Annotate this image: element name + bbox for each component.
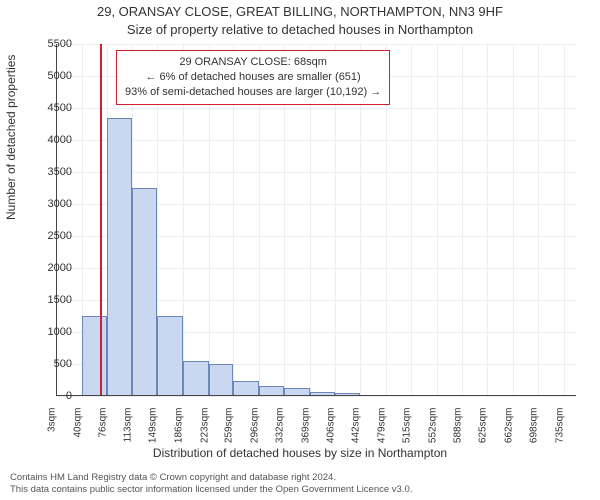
chart-title-line1: 29, ORANSAY CLOSE, GREAT BILLING, NORTHA…	[0, 4, 600, 19]
x-tick-label: 149sqm	[148, 408, 159, 448]
histogram-bar	[107, 118, 133, 396]
x-tick-label: 296sqm	[250, 408, 261, 448]
marker-line	[100, 44, 102, 396]
x-tick-label: 76sqm	[97, 408, 108, 448]
x-tick-label: 442sqm	[351, 408, 362, 448]
gridline-v	[411, 44, 412, 396]
gridline-h	[56, 108, 576, 109]
y-tick-label: 2500	[34, 230, 72, 242]
footer-line2: This data contains public sector informa…	[10, 484, 412, 496]
y-tick-label: 4000	[34, 134, 72, 146]
histogram-bar	[157, 316, 183, 396]
x-tick-label: 698sqm	[528, 408, 539, 448]
gridline-v	[462, 44, 463, 396]
histogram-bar	[82, 316, 107, 396]
histogram-bar	[183, 361, 209, 396]
x-tick-label: 186sqm	[173, 408, 184, 448]
gridline-v	[487, 44, 488, 396]
y-tick-label: 5000	[34, 70, 72, 82]
footer-attribution: Contains HM Land Registry data © Crown c…	[10, 472, 412, 496]
x-tick-label: 332sqm	[275, 408, 286, 448]
annotation-box: 29 ORANSAY CLOSE: 68sqm ← 6% of detached…	[116, 50, 390, 105]
y-tick-label: 1000	[34, 326, 72, 338]
x-tick-label: 406sqm	[326, 408, 337, 448]
x-tick-label: 3sqm	[47, 408, 58, 448]
x-tick-label: 223sqm	[199, 408, 210, 448]
x-axis-line	[56, 395, 576, 396]
annotation-line1: 29 ORANSAY CLOSE: 68sqm	[125, 55, 381, 70]
gridline-v	[437, 44, 438, 396]
y-tick-label: 1500	[34, 294, 72, 306]
chart-title-line2: Size of property relative to detached ho…	[0, 22, 600, 37]
annotation-line2: ← 6% of detached houses are smaller (651…	[125, 70, 381, 85]
gridline-v	[564, 44, 565, 396]
x-tick-label: 515sqm	[401, 408, 412, 448]
x-tick-label: 479sqm	[377, 408, 388, 448]
x-tick-label: 369sqm	[300, 408, 311, 448]
y-axis-label: Number of detached properties	[4, 55, 18, 220]
histogram-bar	[209, 364, 234, 396]
x-tick-label: 552sqm	[427, 408, 438, 448]
y-tick-label: 0	[34, 390, 72, 402]
y-tick-label: 3500	[34, 166, 72, 178]
footer-line1: Contains HM Land Registry data © Crown c…	[10, 472, 412, 484]
x-tick-label: 625sqm	[478, 408, 489, 448]
x-tick-label: 588sqm	[452, 408, 463, 448]
plot-area: 29 ORANSAY CLOSE: 68sqm ← 6% of detached…	[56, 44, 576, 396]
annotation-line3: 93% of semi-detached houses are larger (…	[125, 85, 381, 100]
x-tick-label: 735sqm	[554, 408, 565, 448]
y-axis-line	[56, 44, 57, 396]
x-tick-label: 259sqm	[224, 408, 235, 448]
gridline-h	[56, 44, 576, 45]
gridline-v	[538, 44, 539, 396]
y-tick-label: 3000	[34, 198, 72, 210]
y-tick-label: 2000	[34, 262, 72, 274]
gridline-h	[56, 172, 576, 173]
gridline-h	[56, 396, 576, 397]
y-tick-label: 4500	[34, 102, 72, 114]
y-tick-label: 5500	[34, 38, 72, 50]
x-tick-label: 113sqm	[123, 408, 134, 448]
histogram-bar	[233, 381, 259, 396]
x-axis-label: Distribution of detached houses by size …	[0, 446, 600, 460]
gridline-h	[56, 140, 576, 141]
histogram-bar	[132, 188, 157, 396]
y-tick-label: 500	[34, 358, 72, 370]
gridline-v	[513, 44, 514, 396]
chart-container: 29, ORANSAY CLOSE, GREAT BILLING, NORTHA…	[0, 0, 600, 500]
x-tick-label: 40sqm	[72, 408, 83, 448]
x-tick-label: 662sqm	[503, 408, 514, 448]
